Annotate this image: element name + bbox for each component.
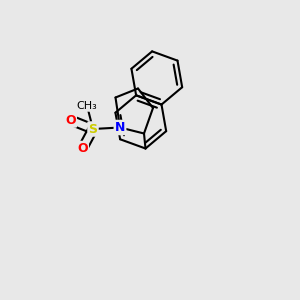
Text: N: N bbox=[115, 121, 125, 134]
Text: CH₃: CH₃ bbox=[76, 100, 98, 111]
Text: O: O bbox=[77, 142, 88, 155]
Text: S: S bbox=[88, 122, 98, 136]
Text: O: O bbox=[65, 113, 76, 127]
